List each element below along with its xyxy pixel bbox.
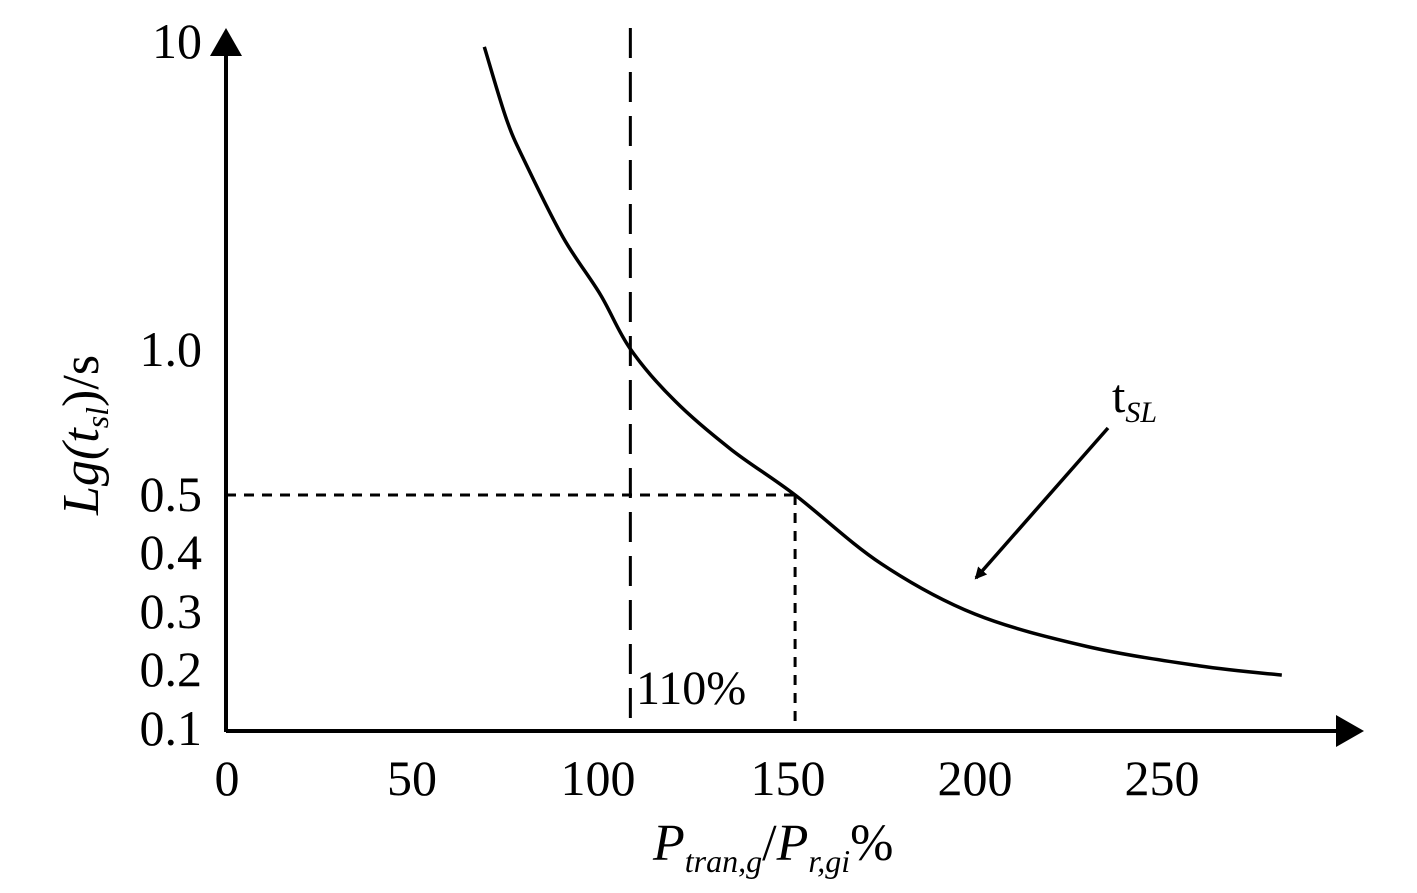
x-tick-label: 150 [751,750,826,806]
x-tick-label: 50 [387,750,437,806]
y-tick-label: 1.0 [140,321,203,377]
y-axis-title: Lg(tsl)/s [53,355,115,516]
y-tick-label: 0.4 [140,524,203,580]
x-tick-label: 250 [1125,750,1200,806]
series-line-tsl [482,46,1282,677]
x-axis-arrowhead [1336,715,1364,747]
y-axis-arrowhead [210,28,242,56]
y-tick-label: 10 [152,13,202,69]
y-tick-label: 0.1 [140,700,203,756]
annotation-110-percent: 110% [636,662,746,715]
series-label-tsl: tSL [1112,370,1157,429]
series-label-arrow [974,426,1110,580]
y-tick-label: 0.2 [140,641,203,697]
y-tick-label: 0.3 [140,583,203,639]
x-tick-label: 0 [215,750,240,806]
x-axis-title: Ptran,g/Pr,gi% [652,815,893,879]
x-tick-label: 100 [561,750,636,806]
x-tick-label: 200 [938,750,1013,806]
y-tick-label: 0.5 [140,466,203,522]
